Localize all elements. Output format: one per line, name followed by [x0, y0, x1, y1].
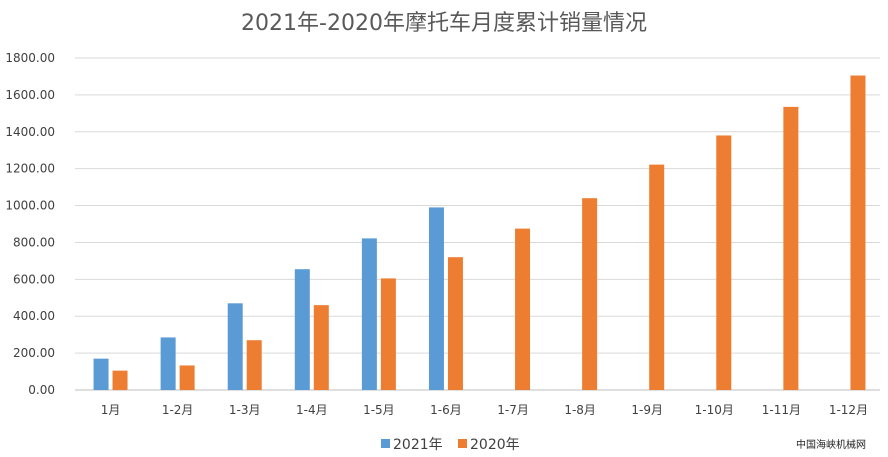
bar-2020年-1-10月	[716, 135, 732, 390]
legend: 2021年 2020年	[381, 437, 520, 453]
x-tick-label: 1-5月	[363, 403, 395, 417]
x-tick-label: 1-11月	[762, 403, 801, 417]
y-tick-label: 800.00	[13, 235, 55, 249]
bar-2020年-1-6月	[447, 257, 463, 390]
x-tick-label: 1-8月	[564, 403, 596, 417]
bar-2021年-1-6月	[428, 207, 444, 390]
bar-2021年-1月	[93, 358, 109, 390]
chart-title: 2021年-2020年摩托车月度累计销量情况	[241, 11, 647, 36]
bar-2020年-1-7月	[515, 228, 531, 390]
bar-2020年-1-9月	[649, 164, 665, 390]
x-axis: 1月 1-2月 1-3月 1-4月 1-5月 1-6月 1-7月 1-8月 1-9月 1-10月 1…	[101, 403, 868, 417]
x-tick-label: 1月	[101, 403, 121, 417]
legend-label-2021: 2021年	[393, 437, 443, 453]
y-tick-label: 1200.00	[5, 162, 55, 176]
bar-2020年-1-12月	[850, 75, 866, 391]
x-tick-label: 1-7月	[497, 403, 529, 417]
bar-2021年-1-4月	[294, 269, 310, 390]
bar-2020年-1-11月	[783, 106, 799, 390]
legend-swatch-2021	[381, 439, 390, 448]
x-tick-label: 1-12月	[829, 403, 868, 417]
bar-2020年-1-4月	[313, 305, 329, 390]
bar-2020年-1-3月	[246, 340, 262, 390]
y-tick-label: 1400.00	[5, 125, 55, 139]
bar-2020年-1-2月	[179, 365, 195, 390]
y-tick-label: 600.00	[13, 272, 55, 286]
y-tick-label: 1600.00	[5, 88, 55, 102]
x-tick-label: 1-3月	[229, 403, 261, 417]
x-tick-label: 1-2月	[162, 403, 194, 417]
bar-2020年-1-5月	[380, 278, 396, 390]
bar-2021年-1-5月	[361, 238, 377, 390]
bar-2020年-1-8月	[582, 198, 598, 390]
x-tick-label: 1-9月	[631, 403, 663, 417]
x-tick-label: 1-6月	[430, 403, 462, 417]
x-tick-label: 1-10月	[695, 403, 734, 417]
y-tick-label: 1000.00	[5, 199, 55, 213]
bar-2021年-1-3月	[227, 303, 243, 390]
legend-label-2020: 2020年	[470, 437, 520, 453]
bars	[93, 75, 866, 391]
bar-2020年-1月	[112, 370, 128, 390]
legend-swatch-2020	[458, 439, 467, 448]
bar-2021年-1-2月	[160, 337, 176, 390]
y-tick-label: 1800.00	[5, 51, 55, 65]
y-tick-label: 400.00	[13, 309, 55, 323]
y-axis: 0.00 200.00 400.00 600.00 800.00 1000.00 1200.…	[5, 51, 55, 397]
y-tick-label: 0.00	[28, 383, 55, 397]
gridlines	[75, 57, 880, 391]
x-tick-label: 1-4月	[296, 403, 328, 417]
watermark: 中国海峡机械网	[796, 440, 866, 451]
y-tick-label: 200.00	[13, 346, 55, 360]
